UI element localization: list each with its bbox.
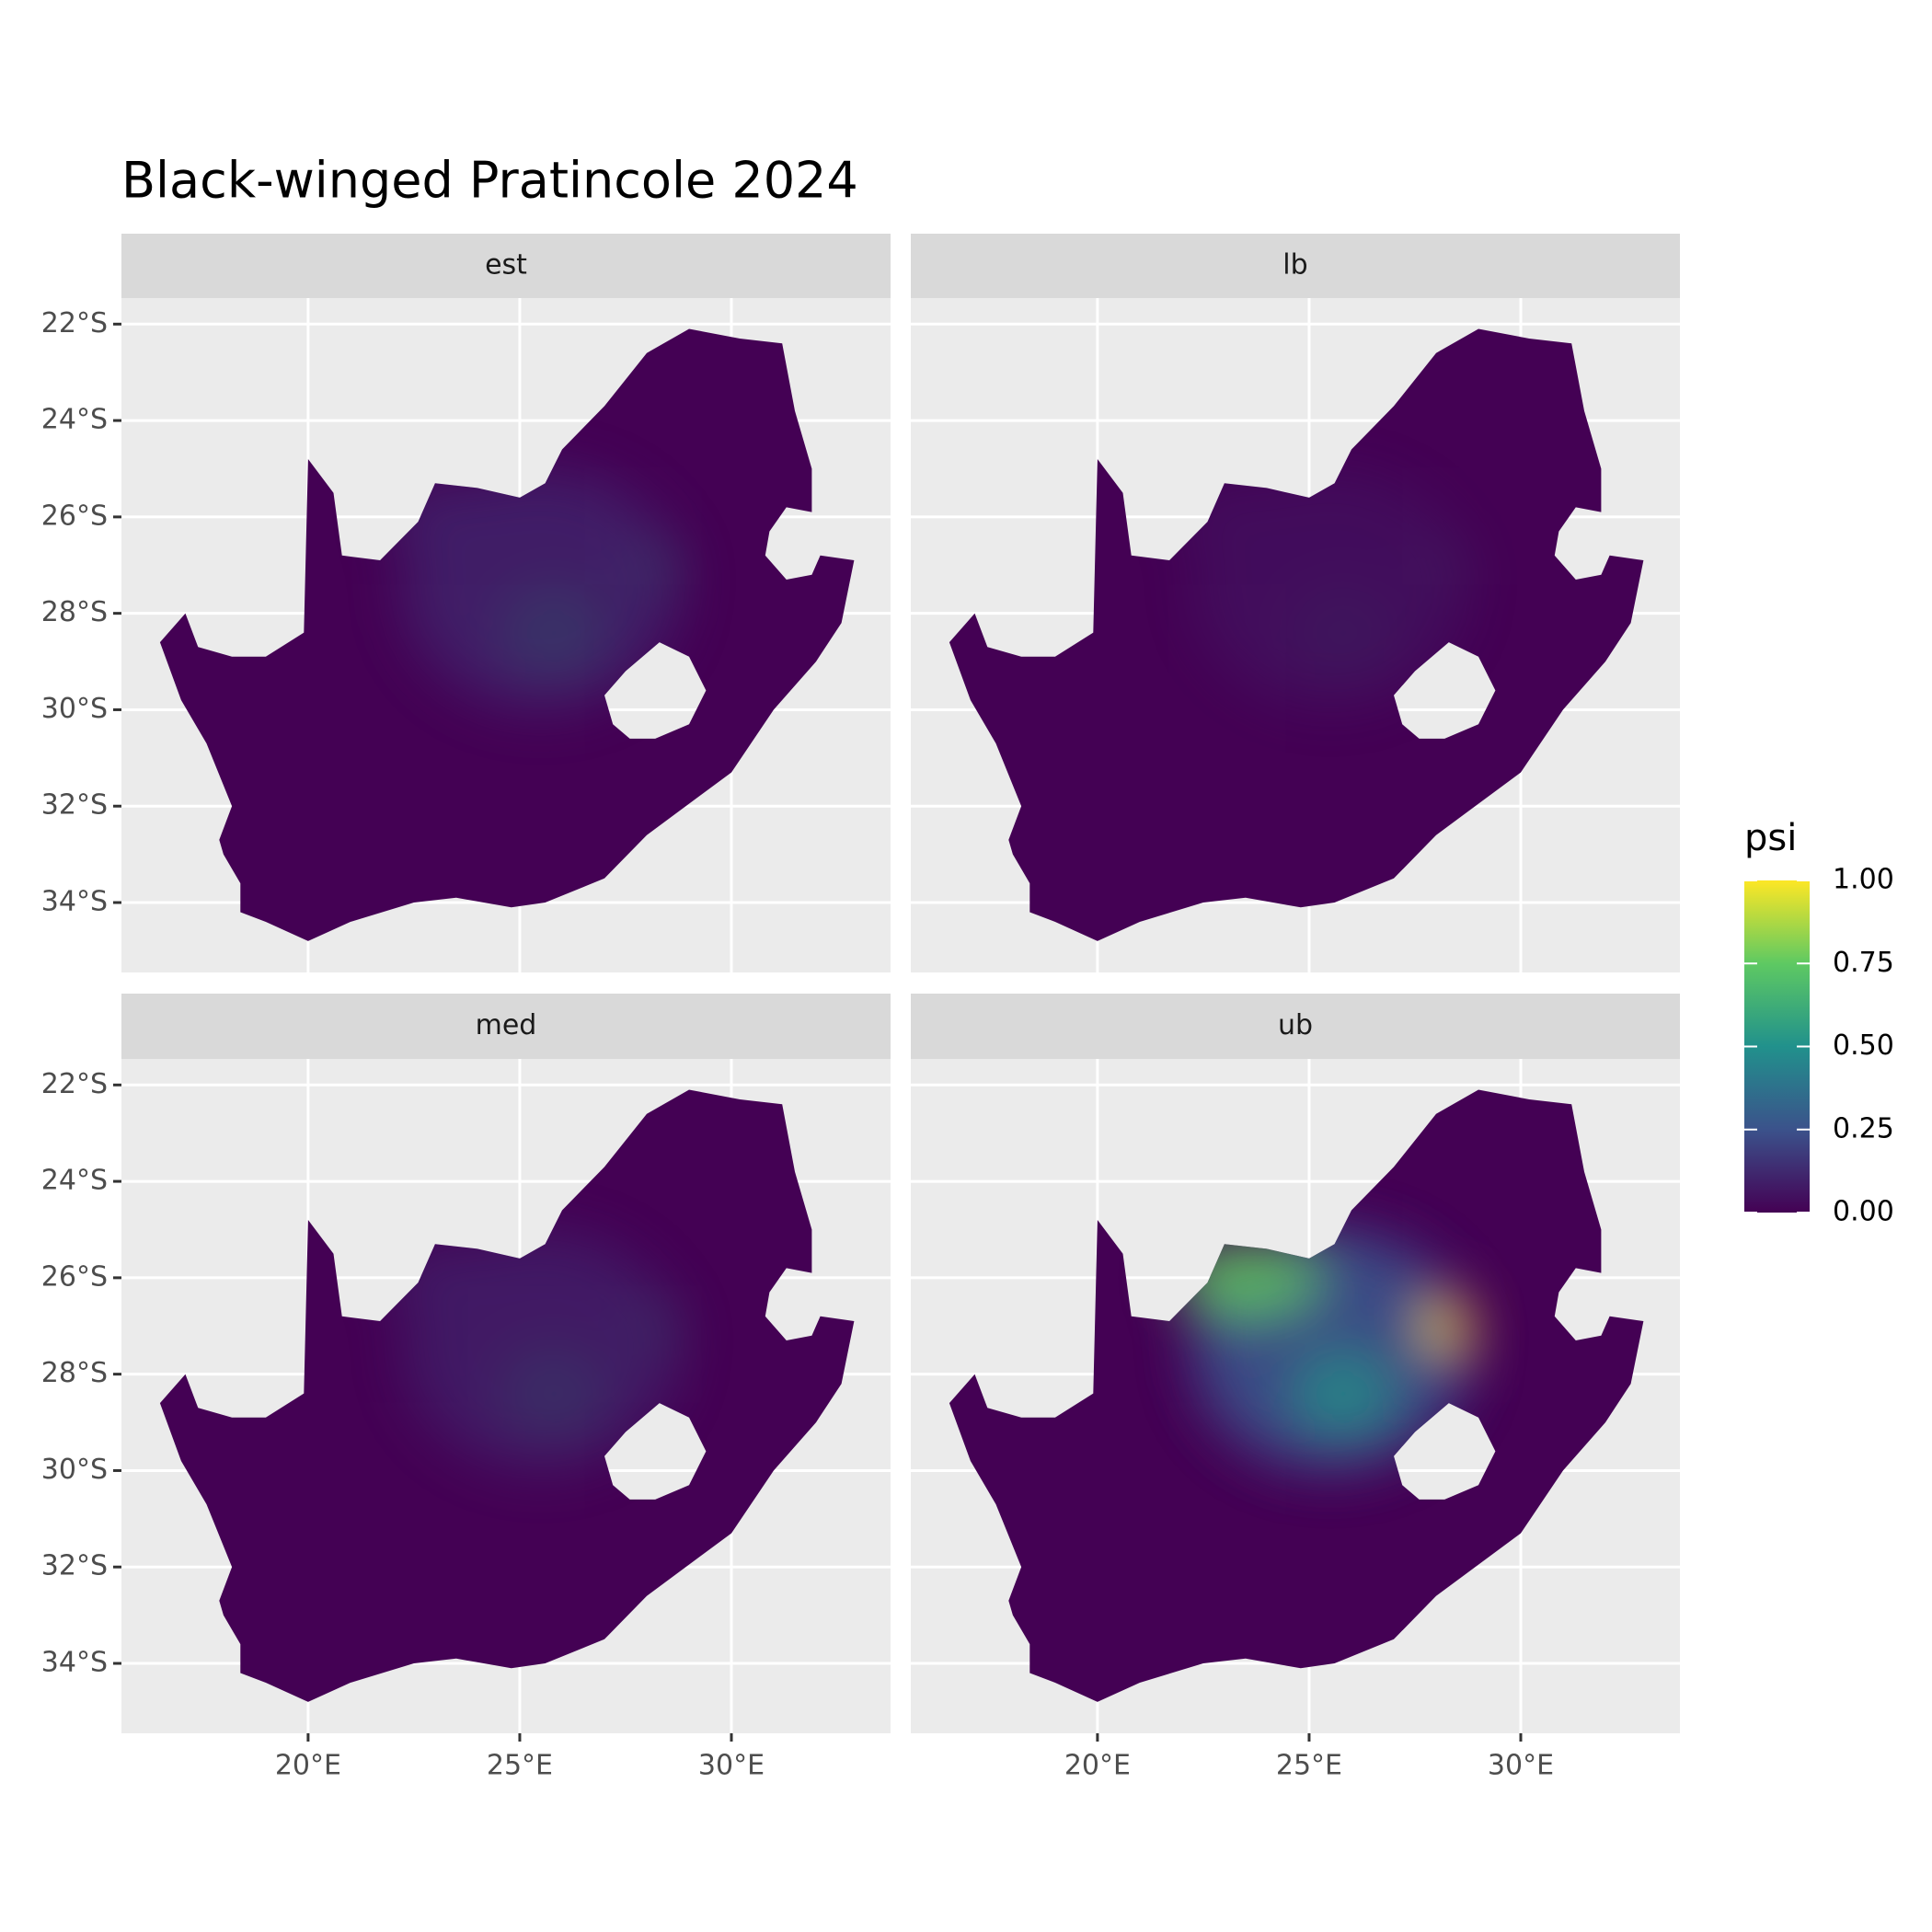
x-tick-label: 30°E — [1488, 1750, 1554, 1782]
chart-title: Black-winged Pratincole 2024 — [121, 152, 858, 210]
y-tick-label: 32°S — [41, 1550, 108, 1582]
legend-title: psi — [1744, 817, 1797, 859]
legend-label: 1.00 — [1833, 864, 1894, 896]
y-tick-label: 28°S — [41, 1357, 108, 1389]
y-tick-label: 30°S — [41, 693, 108, 725]
strip-label: lb — [1282, 249, 1307, 282]
y-tick-label: 24°S — [41, 1165, 108, 1197]
map-intensity — [382, 469, 683, 709]
legend-label: 0.00 — [1833, 1196, 1894, 1228]
y-tick-label: 32°S — [41, 789, 108, 822]
strip — [121, 234, 891, 298]
strip-label: med — [476, 1009, 537, 1041]
y-tick-label: 34°S — [41, 886, 108, 918]
y-tick-label: 22°S — [41, 1068, 108, 1100]
y-tick-label: 26°S — [41, 1260, 108, 1293]
strip — [121, 994, 891, 1059]
y-tick-label: 22°S — [41, 307, 108, 339]
x-tick-label: 20°E — [1064, 1750, 1131, 1782]
x-tick-label: 25°E — [1276, 1750, 1342, 1782]
legend-label: 0.75 — [1833, 947, 1894, 979]
legend-label: 0.50 — [1833, 1029, 1894, 1062]
y-tick-label: 30°S — [41, 1454, 108, 1486]
y-tick-label: 26°S — [41, 500, 108, 532]
x-tick-label: 25°E — [487, 1750, 553, 1782]
strip-label: est — [485, 249, 527, 282]
strip — [911, 994, 1680, 1059]
y-tick-label: 28°S — [41, 596, 108, 628]
map-intensity — [382, 1230, 683, 1470]
map-intensity — [1171, 1230, 1472, 1470]
x-tick-label: 20°E — [275, 1750, 341, 1782]
strip — [911, 234, 1680, 298]
strip-label: ub — [1278, 1009, 1313, 1041]
y-tick-label: 34°S — [41, 1647, 108, 1679]
y-tick-label: 24°S — [41, 404, 108, 436]
x-tick-label: 30°E — [698, 1750, 765, 1782]
legend-label: 0.25 — [1833, 1112, 1894, 1144]
